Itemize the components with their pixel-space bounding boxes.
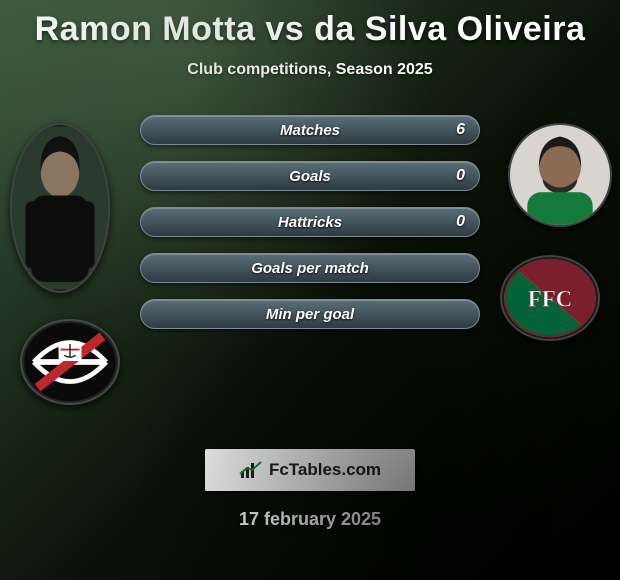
branding-text: FcTables.com bbox=[269, 460, 381, 480]
stat-row-goals: Goals 0 bbox=[140, 161, 480, 191]
stat-row-goals-per-match: Goals per match bbox=[140, 253, 480, 283]
club-crest-icon: FFC bbox=[502, 257, 598, 339]
player-right-avatar bbox=[508, 123, 612, 227]
stat-label: Goals per match bbox=[141, 254, 479, 282]
player-silhouette-icon bbox=[12, 125, 108, 291]
date-label: 17 february 2025 bbox=[0, 509, 620, 530]
stat-label: Matches bbox=[141, 116, 479, 144]
stat-value-right: 0 bbox=[456, 208, 465, 236]
stat-value-right: 6 bbox=[456, 116, 465, 144]
stat-row-hattricks: Hattricks 0 bbox=[140, 207, 480, 237]
bar-chart-icon bbox=[239, 460, 263, 480]
svg-text:FFC: FFC bbox=[528, 287, 572, 312]
club-crest-icon bbox=[22, 321, 118, 403]
subtitle: Club competitions, Season 2025 bbox=[0, 61, 620, 79]
player-left-avatar bbox=[10, 123, 110, 293]
stat-label: Min per goal bbox=[141, 300, 479, 328]
comparison-stage: Matches 6 Goals 0 Hattricks 0 Goals per … bbox=[0, 99, 620, 459]
club-badge-left bbox=[20, 319, 120, 405]
stat-label: Hattricks bbox=[141, 208, 479, 236]
stat-row-matches: Matches 6 bbox=[140, 115, 480, 145]
club-badge-right: FFC bbox=[500, 255, 600, 341]
stat-label: Goals bbox=[141, 162, 479, 190]
page-title: Ramon Motta vs da Silva Oliveira bbox=[0, 0, 620, 49]
stat-row-min-per-goal: Min per goal bbox=[140, 299, 480, 329]
stats-column: Matches 6 Goals 0 Hattricks 0 Goals per … bbox=[140, 115, 480, 329]
stat-value-right: 0 bbox=[456, 162, 465, 190]
player-silhouette-icon bbox=[510, 125, 610, 225]
